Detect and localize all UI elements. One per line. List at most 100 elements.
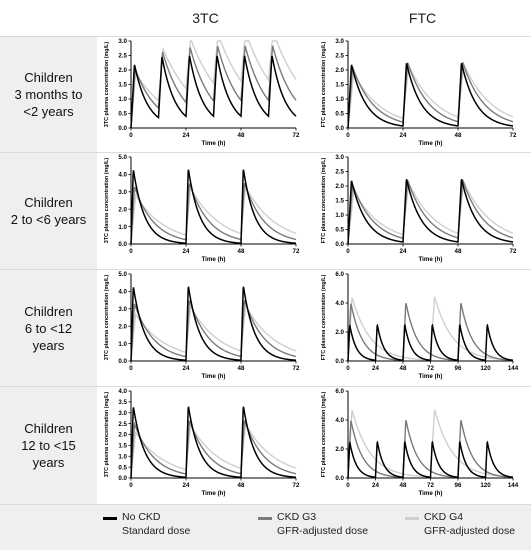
- x-tick-label: 0: [346, 365, 350, 372]
- series-line-ckd-g3: [347, 179, 514, 245]
- x-tick-label: 24: [400, 248, 407, 255]
- series-line-ckd-g4: [130, 303, 297, 362]
- y-tick-label: 3.0: [118, 306, 127, 313]
- y-tick-label: 2.5: [335, 169, 344, 176]
- series-line-no-ckd: [130, 169, 297, 245]
- y-tick-label: 3.0: [335, 154, 344, 161]
- x-tick-label: 0: [346, 132, 350, 139]
- y-axis-label: 3TC plasma concentration (mg/L): [104, 158, 110, 244]
- y-axis-label: FTC plasma concentration (mg/L): [321, 157, 327, 243]
- x-tick-label: 0: [346, 482, 350, 489]
- y-tick-label: 2.0: [118, 67, 127, 74]
- chart-panel-6: 0.0 0.5 1.0 1.5 2.0 2.5 3.0 3.5 4.0 0 24 48 72 Time (…: [104, 388, 300, 497]
- y-tick-label: 1.5: [335, 198, 344, 205]
- x-tick-label: 72: [510, 248, 517, 255]
- y-tick-label: 2.5: [118, 53, 127, 60]
- legend-swatch-no-ckd: [103, 517, 117, 520]
- y-tick-label: 2.0: [335, 67, 344, 74]
- corner-cell: [0, 0, 97, 36]
- y-tick-label: 1.0: [335, 212, 344, 219]
- x-axis-label: Time (h): [202, 140, 226, 147]
- chart-panel-3: 0.0 0.5 1.0 1.5 2.0 2.5 3.0 0 24 48 72 Time (h) FTC …: [321, 154, 517, 263]
- x-tick-label: 72: [293, 248, 300, 255]
- x-tick-label: 96: [455, 482, 462, 489]
- legend-label-ckd-g3: CKD G3 GFR-adjusted dose: [277, 511, 369, 537]
- y-tick-label: 2.0: [335, 183, 344, 190]
- y-tick-label: 2.0: [118, 323, 127, 330]
- x-tick-label: 0: [129, 132, 133, 139]
- legend-label-no-ckd: No CKD Standard dose: [122, 511, 191, 537]
- x-tick-label: 0: [129, 248, 133, 255]
- series-line-no-ckd: [130, 55, 297, 129]
- y-axis-label: 3TC plasma concentration (mg/L): [104, 392, 110, 478]
- x-tick-label: 24: [400, 132, 407, 139]
- row-label-2: Children 6 to <12 years: [0, 270, 97, 386]
- y-tick-label: 1.0: [335, 96, 344, 103]
- y-axis-label: 3TC plasma concentration (mg/L): [104, 42, 110, 128]
- x-tick-label: 144: [508, 482, 519, 489]
- x-tick-label: 72: [293, 365, 300, 372]
- chart-panel-4: 0.0 1.0 2.0 3.0 4.0 5.0 0 24 48 72 Time (h) 3TC pla…: [104, 271, 300, 380]
- series-line-ckd-g3: [130, 420, 297, 479]
- y-axis-label: 3TC plasma concentration (mg/L): [104, 275, 110, 361]
- series-line-ckd-g4: [347, 179, 514, 245]
- x-axis-label: Time (h): [202, 373, 226, 380]
- x-axis-label: Time (h): [419, 490, 443, 497]
- y-tick-label: 2.0: [335, 446, 344, 453]
- row-label-1: Children 2 to <6 years: [0, 153, 97, 269]
- y-tick-label: 1.5: [118, 82, 127, 89]
- x-tick-label: 24: [372, 365, 379, 372]
- y-tick-label: 5.0: [118, 271, 127, 278]
- x-tick-label: 48: [455, 248, 462, 255]
- x-axis-label: Time (h): [419, 140, 443, 147]
- y-tick-label: 0.5: [335, 111, 344, 118]
- x-tick-label: 0: [129, 365, 133, 372]
- x-tick-label: 72: [427, 365, 434, 372]
- x-tick-label: 48: [400, 482, 407, 489]
- chart-panel-7: 0.0 2.0 4.0 6.0 0 24 48 72 96 120 144 Time (h) FTC p…: [321, 388, 519, 497]
- y-axis-label: FTC plasma concentration (mg/L): [321, 41, 327, 127]
- y-tick-label: 2.0: [118, 206, 127, 213]
- x-tick-label: 120: [480, 365, 491, 372]
- series-line-no-ckd: [347, 179, 514, 245]
- legend-swatch-ckd-g4: [405, 517, 419, 520]
- x-tick-label: 48: [238, 365, 245, 372]
- x-tick-label: 24: [183, 132, 190, 139]
- x-tick-label: 48: [238, 132, 245, 139]
- legend-label-ckd-g4: CKD G4 GFR-adjusted dose: [424, 511, 516, 537]
- y-tick-label: 1.5: [335, 82, 344, 89]
- row-separator: [0, 504, 531, 505]
- y-tick-label: 6.0: [335, 388, 344, 395]
- x-tick-label: 24: [183, 248, 190, 255]
- y-tick-label: 2.5: [118, 421, 127, 428]
- y-tick-label: 3.0: [335, 38, 344, 45]
- x-tick-label: 72: [510, 132, 517, 139]
- y-tick-label: 1.0: [118, 96, 127, 103]
- y-tick-label: 1.0: [118, 341, 127, 348]
- y-tick-label: 0.0: [335, 475, 344, 482]
- row-separator: [0, 386, 531, 387]
- y-tick-label: 5.0: [118, 154, 127, 161]
- y-tick-label: 0.0: [118, 241, 127, 248]
- y-tick-label: 3.0: [118, 189, 127, 196]
- y-tick-label: 0.0: [335, 358, 344, 365]
- x-tick-label: 72: [427, 482, 434, 489]
- series-line-ckd-g4: [347, 61, 514, 129]
- y-tick-label: 4.0: [118, 172, 127, 179]
- x-tick-label: 48: [400, 365, 407, 372]
- y-tick-label: 4.0: [335, 300, 344, 307]
- y-tick-label: 0.5: [118, 464, 127, 471]
- y-tick-label: 4.0: [118, 388, 127, 395]
- y-tick-label: 3.0: [118, 38, 127, 45]
- x-tick-label: 120: [480, 482, 491, 489]
- series-line-no-ckd: [347, 440, 514, 479]
- x-tick-label: 72: [293, 482, 300, 489]
- x-tick-label: 24: [183, 482, 190, 489]
- x-axis-label: Time (h): [419, 373, 443, 380]
- y-tick-label: 1.0: [118, 224, 127, 231]
- y-tick-label: 0.0: [118, 125, 127, 132]
- column-header-3tc: 3TC: [192, 10, 219, 26]
- x-axis-label: Time (h): [202, 256, 226, 263]
